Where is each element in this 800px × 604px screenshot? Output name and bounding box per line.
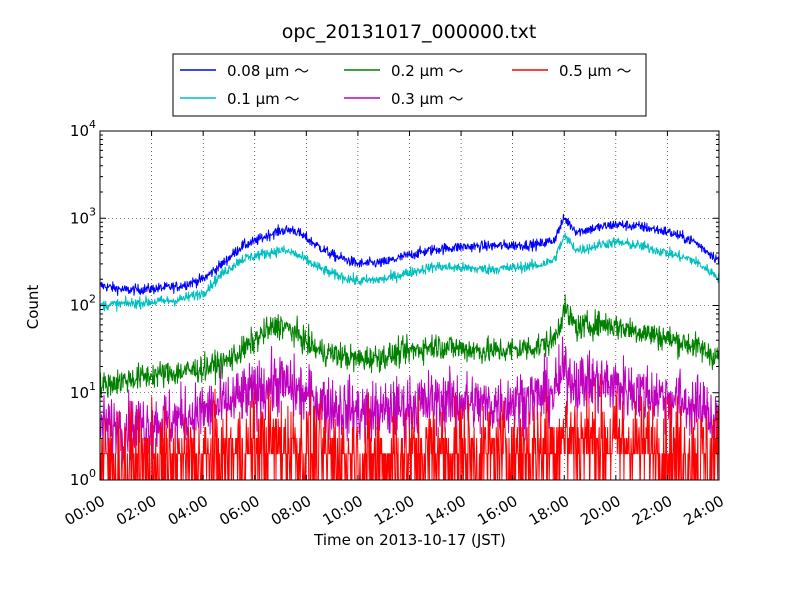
- legend-label: 0.1 μm ～: [227, 90, 300, 108]
- series-line: [99, 232, 720, 312]
- y-axis-label: Count: [24, 285, 42, 330]
- y-tick-label: 101: [70, 380, 96, 402]
- y-tick-base: 10: [70, 122, 89, 140]
- series-line: [99, 294, 720, 398]
- x-tick-label: 04:00: [165, 492, 211, 529]
- x-tick-label: 02:00: [113, 492, 159, 529]
- y-tick-label: 102: [70, 293, 96, 315]
- y-tick-exponent: 2: [89, 293, 96, 306]
- y-tick-exponent: 0: [89, 467, 96, 480]
- y-tick-exponent: 3: [89, 205, 96, 218]
- x-tick-label: 24:00: [681, 492, 727, 529]
- x-tick-label: 00:00: [62, 492, 108, 529]
- legend-label: 0.3 μm ～: [391, 90, 464, 108]
- chart-title: opc_20131017_000000.txt: [282, 21, 537, 43]
- legend-label: 0.2 μm ～: [391, 62, 464, 80]
- y-tick-base: 10: [70, 471, 89, 489]
- x-tick-label: 12:00: [371, 492, 417, 529]
- series-line: [99, 213, 720, 296]
- y-tick-label: 100: [70, 467, 96, 489]
- x-tick-label: 16:00: [474, 492, 520, 529]
- series-group: [99, 213, 720, 481]
- y-tick-label: 104: [70, 118, 96, 140]
- legend-frame: [172, 53, 647, 117]
- y-tick-label: 103: [70, 205, 96, 227]
- legend: 0.08 μm ～ 0.1 μm ～ 0.2 μm ～ 0.3 μm ～ 0.5 μm …: [172, 53, 647, 117]
- y-tick-base: 10: [70, 384, 89, 402]
- x-tick-label: 08:00: [268, 492, 314, 529]
- legend-label: 0.5 μm ～: [559, 62, 632, 80]
- x-tick-label: 22:00: [629, 492, 675, 529]
- x-tick-label: 10:00: [319, 492, 365, 529]
- x-tick-label: 20:00: [577, 492, 623, 529]
- x-tick-label: 06:00: [216, 492, 262, 529]
- x-tick-label: 18:00: [526, 492, 572, 529]
- y-tick-base: 10: [70, 209, 89, 227]
- legend-label: 0.08 μm ～: [227, 62, 309, 80]
- series-line: [99, 376, 720, 481]
- x-axis-label: Time on 2013-10-17 (JST): [313, 531, 506, 549]
- y-tick-exponent: 1: [89, 380, 96, 393]
- y-tick-base: 10: [70, 297, 89, 315]
- y-tick-exponent: 4: [89, 118, 96, 131]
- x-tick-label: 14:00: [423, 492, 469, 529]
